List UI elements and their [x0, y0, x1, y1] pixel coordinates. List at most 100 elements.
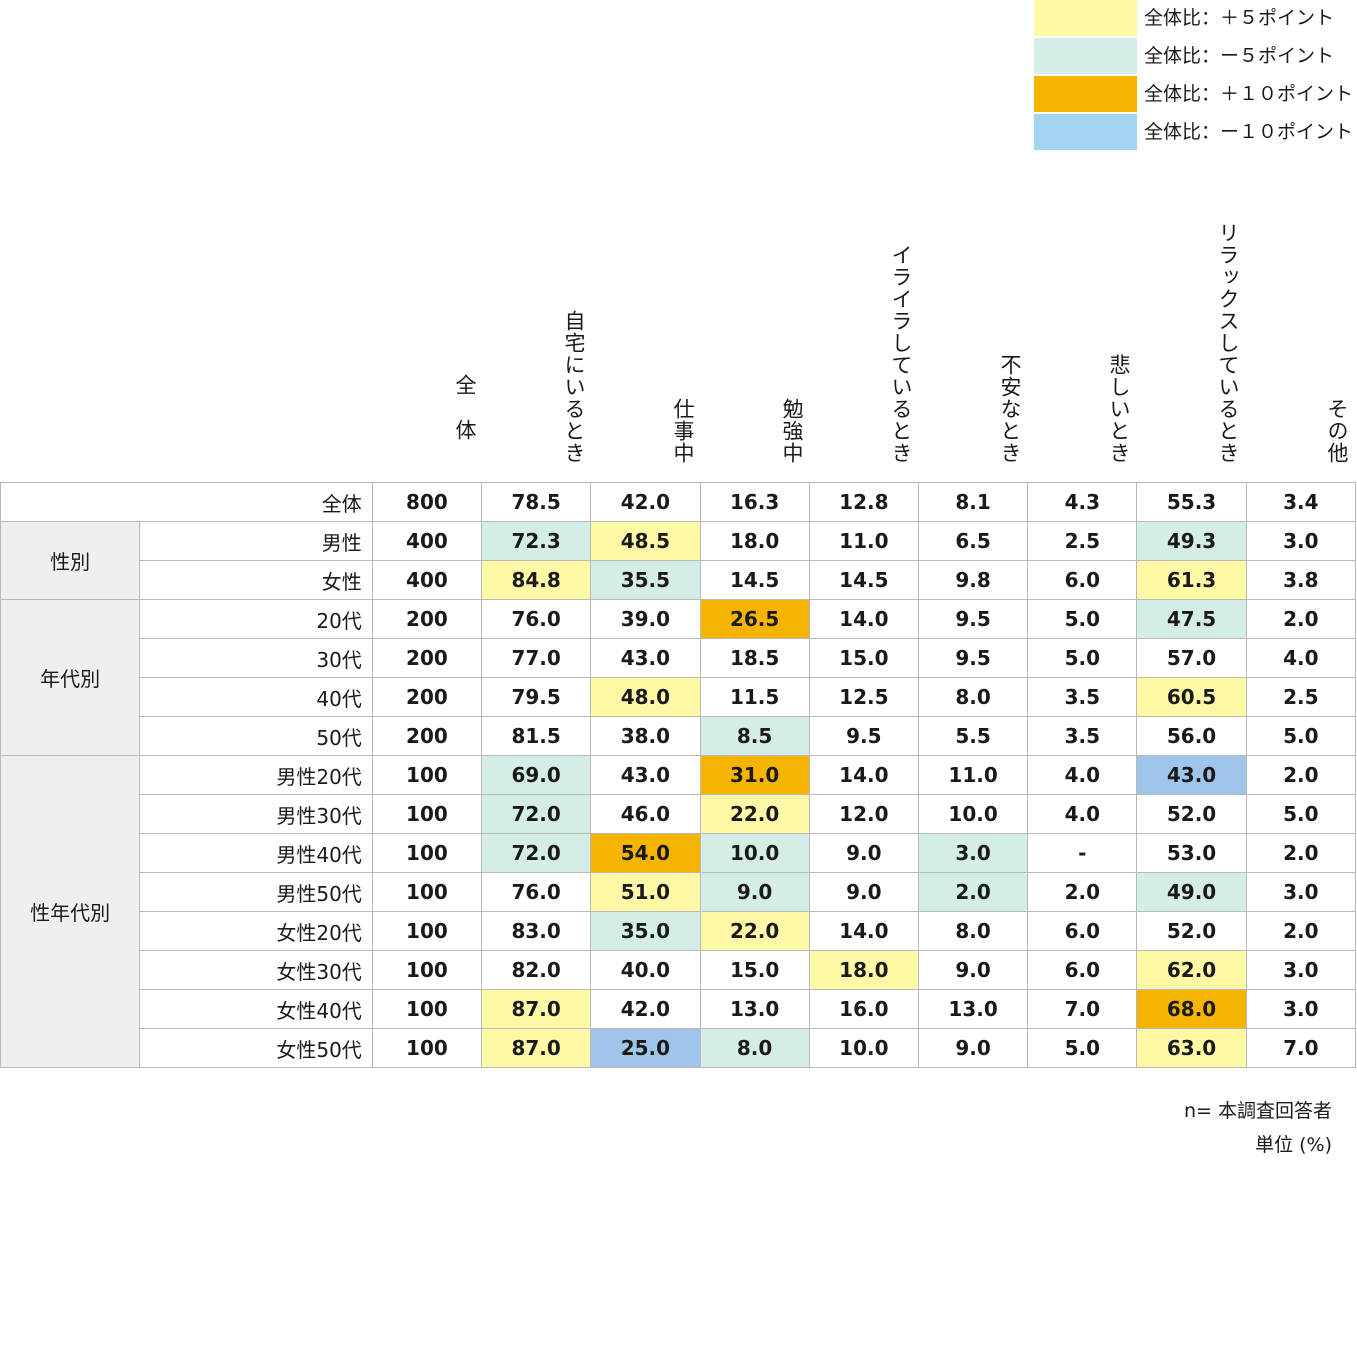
table-cell: 78.5	[481, 482, 592, 522]
table-row: 50代 200 81.5 38.0 8.5 9.5 5.5 3.5 56.0 5.0	[1, 716, 1357, 756]
row-label: 女性30代	[139, 950, 373, 990]
table-cell: 13.0	[917, 989, 1029, 1029]
table-cell: 87.0	[481, 1028, 592, 1068]
table-cell: 48.0	[590, 677, 701, 717]
table-row: 男性30代 100 72.0 46.0 22.0 12.0 10.0 4.0 52.0 5.0	[1, 794, 1357, 834]
table-cell: 6.5	[917, 521, 1029, 561]
column-header: イライラしているとき	[807, 200, 916, 470]
data-table: 全体 800 78.5 42.0 16.3 12.8 8.1 4.3 55.3 3.4 性別 男性 40…	[0, 482, 1357, 1068]
footnote-unit: 単位 (%)	[1255, 1134, 1332, 1156]
table-cell: 9.5	[917, 638, 1029, 678]
table-cell: 31.0	[699, 755, 810, 795]
row-label: 40代	[139, 677, 373, 717]
table-cell: 2.5	[1245, 677, 1357, 717]
table-cell: 22.0	[699, 794, 810, 834]
table-cell: 69.0	[481, 755, 592, 795]
table-cell: 5.0	[1027, 638, 1138, 678]
table-cell: 3.0	[1245, 521, 1357, 561]
table-cell: 72.3	[481, 521, 592, 561]
column-header-label: イライラしているとき	[889, 244, 913, 464]
table-cell: 2.0	[1245, 911, 1357, 951]
table-cell: 43.0	[590, 755, 701, 795]
legend-label: 全体比：＋５ポイント	[1144, 7, 1335, 29]
table-cell: 42.0	[590, 989, 701, 1029]
table-cell: 10.0	[808, 1028, 919, 1068]
column-header: 全体	[371, 200, 480, 470]
table-cell: 47.5	[1136, 599, 1247, 639]
column-header: 不安なとき	[916, 200, 1025, 470]
table-row: 女性20代 100 83.0 35.0 22.0 14.0 8.0 6.0 52.0 2.0	[1, 911, 1357, 951]
column-header: リラックスしているとき	[1134, 200, 1243, 470]
table-cell: 2.0	[1245, 833, 1357, 873]
column-header-label: リラックスしているとき	[1216, 222, 1240, 464]
table-row: 性年代別 男性20代 100 69.0 43.0 31.0 14.0 11.0 4.0 43.0 2…	[0, 755, 1357, 1068]
legend-item: 全体比：＋５ポイント	[1034, 0, 1354, 36]
table-cell: 76.0	[481, 872, 592, 912]
legend-label: 全体比：＋１０ポイント	[1144, 83, 1354, 105]
table-cell: 100	[371, 755, 483, 795]
table-cell: 6.0	[1027, 560, 1138, 600]
table-cell: 84.8	[481, 560, 592, 600]
table-cell: 7.0	[1027, 989, 1138, 1029]
row-label: 全体	[0, 482, 373, 522]
table-row: 40代 200 79.5 48.0 11.5 12.5 8.0 3.5 60.5 2.5	[1, 677, 1357, 717]
table-cell: 40.0	[590, 950, 701, 990]
table-row: 女性50代 100 87.0 25.0 8.0 10.0 9.0 5.0 63.0 7.0	[1, 1028, 1357, 1068]
table-cell: 4.0	[1245, 638, 1357, 678]
table-cell: 87.0	[481, 989, 592, 1029]
table-cell: 9.5	[808, 716, 919, 756]
table-cell: 3.4	[1245, 482, 1357, 522]
table-cell: 83.0	[481, 911, 592, 951]
table-cell: 3.5	[1027, 716, 1138, 756]
table-cell: 200	[371, 677, 483, 717]
table-cell: 11.0	[917, 755, 1029, 795]
table-cell: 6.0	[1027, 911, 1138, 951]
table-cell: 5.0	[1027, 599, 1138, 639]
table-cell: 54.0	[590, 833, 701, 873]
table-cell: 4.0	[1027, 794, 1138, 834]
group-label: 年代別	[0, 599, 141, 756]
legend-label: 全体比：ー５ポイント	[1144, 45, 1335, 67]
legend-label: 全体比：ー１０ポイント	[1144, 121, 1354, 143]
table-cell: 42.0	[590, 482, 701, 522]
table-cell: 57.0	[1136, 638, 1247, 678]
table-cell: 200	[371, 638, 483, 678]
table-cell: 6.0	[1027, 950, 1138, 990]
table-cell: 60.5	[1136, 677, 1247, 717]
table-cell: 18.0	[699, 521, 810, 561]
legend-swatch	[1034, 0, 1137, 36]
column-header-label: 悲しいとき	[1107, 354, 1131, 464]
row-label: 30代	[139, 638, 373, 678]
table-cell: 14.0	[808, 755, 919, 795]
table-cell: 3.0	[1245, 989, 1357, 1029]
table-cell: 62.0	[1136, 950, 1247, 990]
table-cell: 77.0	[481, 638, 592, 678]
table-cell: 43.0	[590, 638, 701, 678]
table-cell: 100	[371, 872, 483, 912]
table-row: 30代 200 77.0 43.0 18.5 15.0 9.5 5.0 57.0 4.0	[1, 638, 1357, 678]
table-cell: 2.0	[1245, 599, 1357, 639]
column-header: 仕事中	[589, 200, 698, 470]
legend-item: 全体比：＋１０ポイント	[1034, 76, 1354, 112]
table-row: 男性50代 100 76.0 51.0 9.0 9.0 2.0 2.0 49.0 3.0	[1, 872, 1357, 912]
table-cell: 22.0	[699, 911, 810, 951]
table-cell: 46.0	[590, 794, 701, 834]
table-cell: 9.0	[808, 872, 919, 912]
table-cell: 25.0	[590, 1028, 701, 1068]
row-label: 男性20代	[139, 755, 373, 795]
table-cell: 10.0	[699, 833, 810, 873]
row-label: 男性50代	[139, 872, 373, 912]
table-cell: 8.0	[917, 911, 1029, 951]
table-cell: 100	[371, 1028, 483, 1068]
table-cell: 5.0	[1245, 716, 1357, 756]
table-cell: 68.0	[1136, 989, 1247, 1029]
row-label: 男性	[139, 521, 373, 561]
row-label: 50代	[139, 716, 373, 756]
table-row: 女性 400 84.8 35.5 14.5 14.5 9.8 6.0 61.3 3.8	[1, 560, 1357, 600]
table-cell: 3.0	[1245, 872, 1357, 912]
table-cell: 53.0	[1136, 833, 1247, 873]
table-cell: 8.0	[917, 677, 1029, 717]
table-cell: 49.0	[1136, 872, 1247, 912]
column-header-label: 全体	[453, 374, 477, 464]
group-label: 性年代別	[0, 755, 141, 1068]
